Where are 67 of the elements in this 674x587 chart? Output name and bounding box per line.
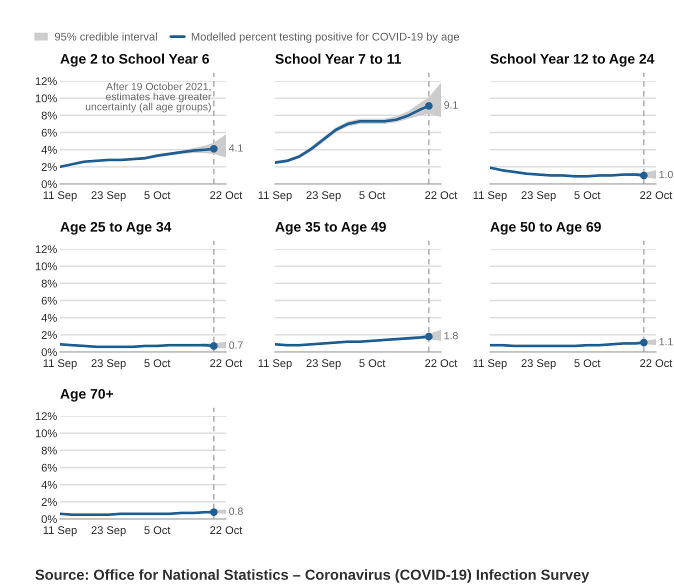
x-tick-label: 11 Sep xyxy=(258,359,292,370)
x-tick-label: 23 Sep xyxy=(92,526,126,536)
legend-label: Modelled percent testing positive for COVID-19 by age xyxy=(192,32,460,43)
data-label: 1.1 xyxy=(660,338,673,346)
chart-title: School Year 12 to Age 24 xyxy=(490,54,654,67)
ref-line-label: After 19 October 2021, estimates have greater uncertainty (all age groups) xyxy=(86,82,212,112)
data-label: 4.1 xyxy=(229,144,243,152)
data-label: 9.1 xyxy=(444,101,458,109)
chart-title: Age 2 to School Year 6 xyxy=(60,54,209,67)
y-tick-label: 10% xyxy=(36,262,57,270)
y-tick-label: 6% xyxy=(42,464,57,472)
x-tick-label: 23 Sep xyxy=(306,359,341,370)
data-label: 0.8 xyxy=(229,508,243,515)
x-tick-label: 11 Sep xyxy=(474,191,507,202)
y-tick-label: 0% xyxy=(42,180,57,188)
y-tick-label: 12% xyxy=(36,77,57,86)
x-tick-label: 5 Oct xyxy=(144,359,170,368)
x-tick-label: 5 Oct xyxy=(574,191,600,200)
chart-title: Age 70+ xyxy=(60,388,114,402)
x-tick-label: 11 Sep xyxy=(44,191,77,202)
source-note: Source: Office for National Statistics – Coronavirus (COVID-19) Infection Survey xyxy=(35,569,590,583)
y-tick-label: 12% xyxy=(36,412,57,420)
chart-title: School Year 7 to 11 xyxy=(275,54,401,64)
y-tick-label: 6% xyxy=(42,296,57,305)
y-tick-label: 4% xyxy=(41,480,57,489)
x-tick-label: 22 Oct xyxy=(210,359,242,368)
x-tick-label: 23 Sep xyxy=(522,359,556,370)
y-tick-label: 0% xyxy=(42,348,57,356)
x-tick-label: 22 Oct xyxy=(640,359,672,368)
y-tick-label: 12% xyxy=(36,245,57,254)
x-tick-label: 22 Oct xyxy=(210,526,242,534)
data-label: 1.8 xyxy=(444,332,458,340)
x-tick-label: 11 Sep xyxy=(44,359,77,370)
y-tick-label: 8% xyxy=(42,112,57,120)
x-tick-label: 23 Sep xyxy=(522,191,556,202)
x-tick-label: 5 Oct xyxy=(144,526,170,534)
x-tick-label: 5 Oct xyxy=(359,191,386,200)
x-tick-label: 22 Oct xyxy=(640,191,672,200)
x-tick-label: 22 Oct xyxy=(210,191,242,200)
x-tick-label: 5 Oct xyxy=(359,359,386,368)
y-tick-label: 8% xyxy=(42,280,57,288)
y-tick-label: 10% xyxy=(36,94,57,102)
chart-title: Age 50 to Age 69 xyxy=(490,222,601,235)
y-tick-label: 10% xyxy=(36,429,57,438)
x-tick-label: 23 Sep xyxy=(92,191,126,202)
y-tick-label: 2% xyxy=(42,163,57,171)
x-tick-label: 22 Oct xyxy=(425,359,458,368)
y-tick-label: 0% xyxy=(42,515,57,524)
y-tick-label: 4% xyxy=(41,314,57,322)
y-tick-label: 6% xyxy=(42,128,57,137)
x-tick-label: 22 Oct xyxy=(425,191,458,200)
x-tick-label: 5 Oct xyxy=(144,191,170,200)
y-tick-label: 4% xyxy=(41,146,57,154)
chart-title: Age 35 to Age 49 xyxy=(275,222,386,235)
y-tick-label: 2% xyxy=(42,498,57,506)
data-label: 1.0 xyxy=(660,170,673,178)
x-tick-label: 5 Oct xyxy=(574,359,600,368)
text: 95% credible interval xyxy=(54,32,157,41)
x-tick-label: 11 Sep xyxy=(474,359,507,370)
y-tick-label: 8% xyxy=(42,446,57,454)
x-tick-label: 23 Sep xyxy=(92,359,126,370)
x-tick-label: 11 Sep xyxy=(258,191,292,202)
x-tick-label: 11 Sep xyxy=(44,526,77,536)
data-label: 0.7 xyxy=(229,341,243,349)
y-tick-label: 2% xyxy=(42,331,57,339)
chart-title: Age 25 to Age 34 xyxy=(60,222,172,235)
x-tick-label: 23 Sep xyxy=(306,191,341,202)
